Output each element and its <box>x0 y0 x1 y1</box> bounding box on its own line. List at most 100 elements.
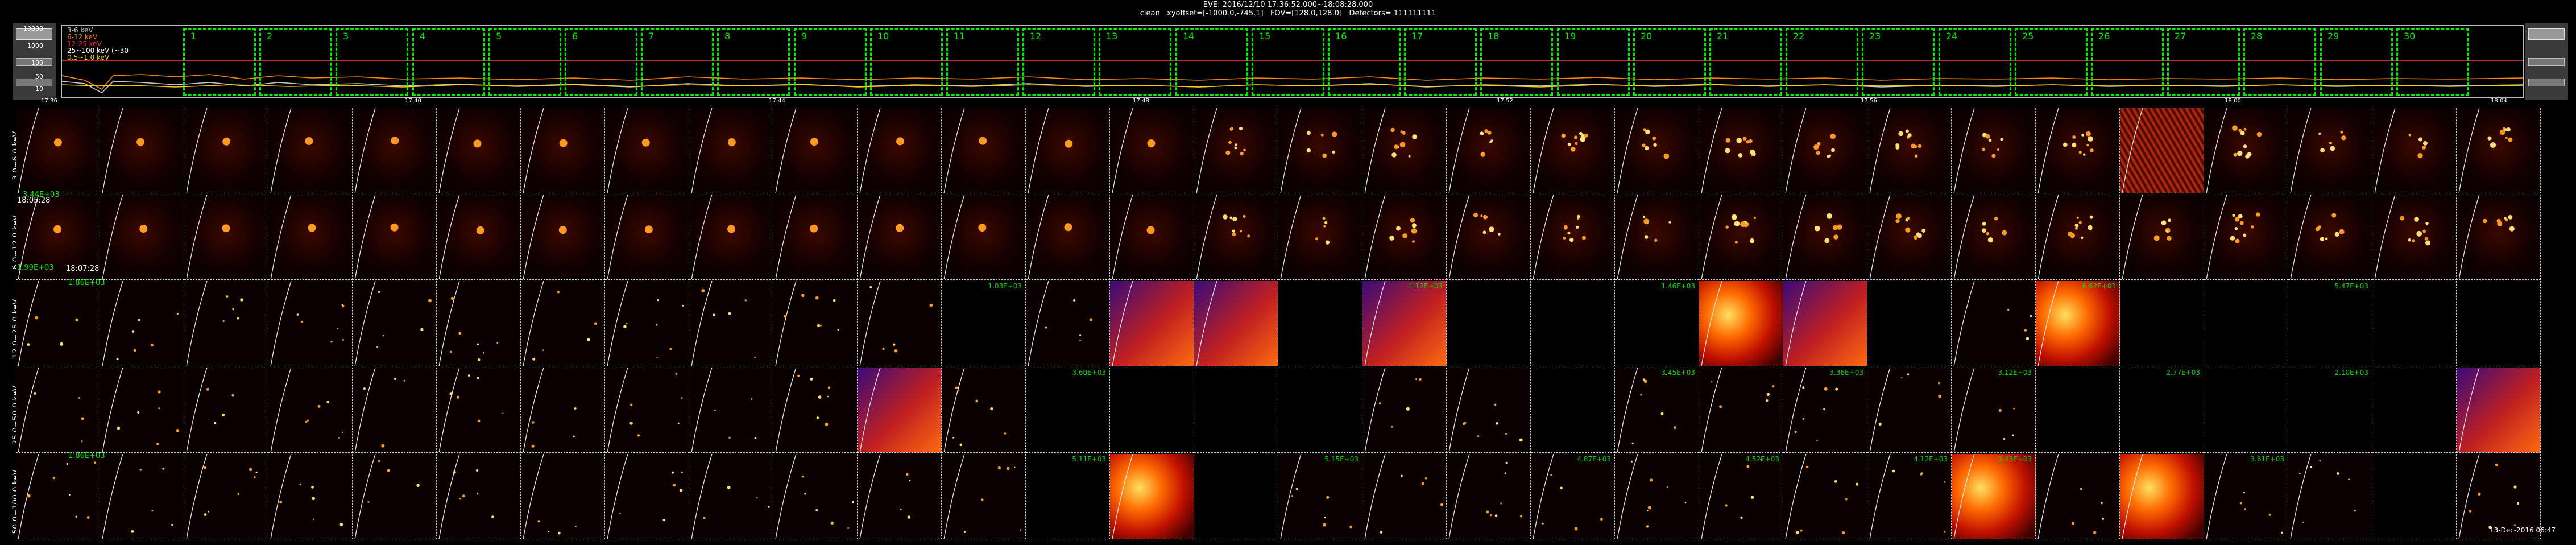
map-cell[interactable] <box>1615 108 1699 193</box>
map-cell[interactable] <box>1867 368 1952 453</box>
map-cell[interactable] <box>100 368 184 453</box>
map-cell[interactable] <box>605 281 689 366</box>
map-cell[interactable] <box>521 108 605 193</box>
map-cell[interactable] <box>1952 108 2036 193</box>
map-cell[interactable] <box>1615 454 1699 539</box>
map-cell[interactable] <box>773 281 858 366</box>
map-cell[interactable] <box>437 108 521 193</box>
map-cell[interactable] <box>773 108 858 193</box>
map-cell[interactable] <box>1783 108 1867 193</box>
map-cell[interactable] <box>2288 195 2372 280</box>
map-cell[interactable] <box>1867 281 1952 366</box>
map-cell[interactable] <box>858 195 942 280</box>
right-slider-knob-3[interactable] <box>2528 79 2565 86</box>
map-cell[interactable] <box>268 368 353 453</box>
map-cell[interactable]: 3.61E+03 <box>2204 454 2288 539</box>
map-cell[interactable] <box>1278 108 1362 193</box>
map-cell[interactable] <box>2204 195 2288 280</box>
map-cell[interactable] <box>2372 195 2457 280</box>
map-cell[interactable] <box>2204 108 2288 193</box>
map-cell[interactable] <box>605 108 689 193</box>
map-cell[interactable] <box>1026 108 1110 193</box>
map-cell[interactable] <box>1447 368 1531 453</box>
right-slider[interactable] <box>2525 23 2568 100</box>
map-cell[interactable] <box>689 454 773 539</box>
map-cell[interactable] <box>1783 454 1867 539</box>
map-cell[interactable] <box>773 454 858 539</box>
map-cell[interactable]: 4.87E+03 <box>1531 454 1615 539</box>
map-cell[interactable] <box>521 195 605 280</box>
map-cell[interactable] <box>605 368 689 453</box>
map-cell[interactable] <box>689 195 773 280</box>
map-cell[interactable] <box>1110 368 1194 453</box>
map-cell[interactable] <box>1110 454 1194 539</box>
map-cell[interactable] <box>1699 195 1783 280</box>
map-cell[interactable] <box>1531 108 1615 193</box>
left-slider-knob-3[interactable] <box>16 79 52 86</box>
map-cell[interactable] <box>773 195 858 280</box>
map-cell[interactable] <box>2036 368 2120 453</box>
map-cell[interactable] <box>268 108 353 193</box>
map-cell[interactable] <box>1362 368 1447 453</box>
map-cell[interactable] <box>1447 454 1531 539</box>
map-cell[interactable] <box>2036 108 2120 193</box>
map-cell[interactable] <box>353 454 437 539</box>
map-cell[interactable]: 3.45E+03 <box>1615 368 1699 453</box>
map-cell[interactable] <box>689 108 773 193</box>
map-cell[interactable] <box>2036 195 2120 280</box>
map-cell[interactable] <box>605 195 689 280</box>
map-cell[interactable] <box>2204 281 2288 366</box>
map-cell[interactable] <box>2120 195 2204 280</box>
map-cell[interactable] <box>100 281 184 366</box>
map-cell[interactable]: 5.11E+03 <box>1026 454 1110 539</box>
map-cell[interactable] <box>1194 108 1278 193</box>
map-cell[interactable] <box>1194 195 1278 280</box>
map-cell[interactable] <box>1447 195 1531 280</box>
map-cell[interactable] <box>942 368 1026 453</box>
map-cell[interactable] <box>184 368 268 453</box>
map-cell[interactable] <box>1867 195 1952 280</box>
left-slider[interactable] <box>13 23 56 100</box>
map-cell[interactable] <box>16 454 100 539</box>
map-cell[interactable] <box>16 281 100 366</box>
map-cell[interactable]: 4.12E+03 <box>1867 454 1952 539</box>
map-cell[interactable] <box>1615 195 1699 280</box>
map-cell[interactable] <box>184 454 268 539</box>
map-cell[interactable] <box>1194 454 1278 539</box>
map-cell[interactable] <box>1362 454 1447 539</box>
map-cell[interactable] <box>100 108 184 193</box>
map-cell[interactable] <box>1110 108 1194 193</box>
map-cell[interactable] <box>521 281 605 366</box>
map-cell[interactable] <box>268 195 353 280</box>
map-cell[interactable]: 1.03E+03 <box>942 281 1026 366</box>
map-cell[interactable] <box>2372 368 2457 453</box>
map-cell[interactable] <box>2120 454 2204 539</box>
map-cell[interactable]: 3.43E+03 <box>1952 454 2036 539</box>
map-cell[interactable] <box>16 195 100 280</box>
right-slider-knob[interactable] <box>2528 28 2565 40</box>
map-cell[interactable] <box>1699 281 1783 366</box>
map-cell[interactable] <box>858 368 942 453</box>
map-cell[interactable] <box>2288 454 2372 539</box>
map-cell[interactable] <box>184 281 268 366</box>
map-cell[interactable] <box>1783 281 1867 366</box>
map-cell[interactable] <box>2372 454 2457 539</box>
map-cell[interactable] <box>1026 195 1110 280</box>
map-cell[interactable] <box>437 195 521 280</box>
map-cell[interactable] <box>184 195 268 280</box>
map-cell[interactable] <box>1531 281 1615 366</box>
map-cell[interactable] <box>16 368 100 453</box>
map-cell[interactable] <box>2036 454 2120 539</box>
map-cell[interactable] <box>689 368 773 453</box>
left-slider-knob-2[interactable] <box>16 58 52 66</box>
map-cell[interactable] <box>1362 108 1447 193</box>
map-cell[interactable] <box>1867 108 1952 193</box>
map-cell[interactable] <box>1278 195 1362 280</box>
map-cell[interactable] <box>1952 195 2036 280</box>
map-cell[interactable] <box>184 108 268 193</box>
map-cell[interactable] <box>2457 368 2541 453</box>
map-cell[interactable] <box>1194 281 1278 366</box>
map-cell[interactable] <box>1278 368 1362 453</box>
map-cell[interactable] <box>1952 281 2036 366</box>
map-cell[interactable] <box>2120 108 2204 193</box>
